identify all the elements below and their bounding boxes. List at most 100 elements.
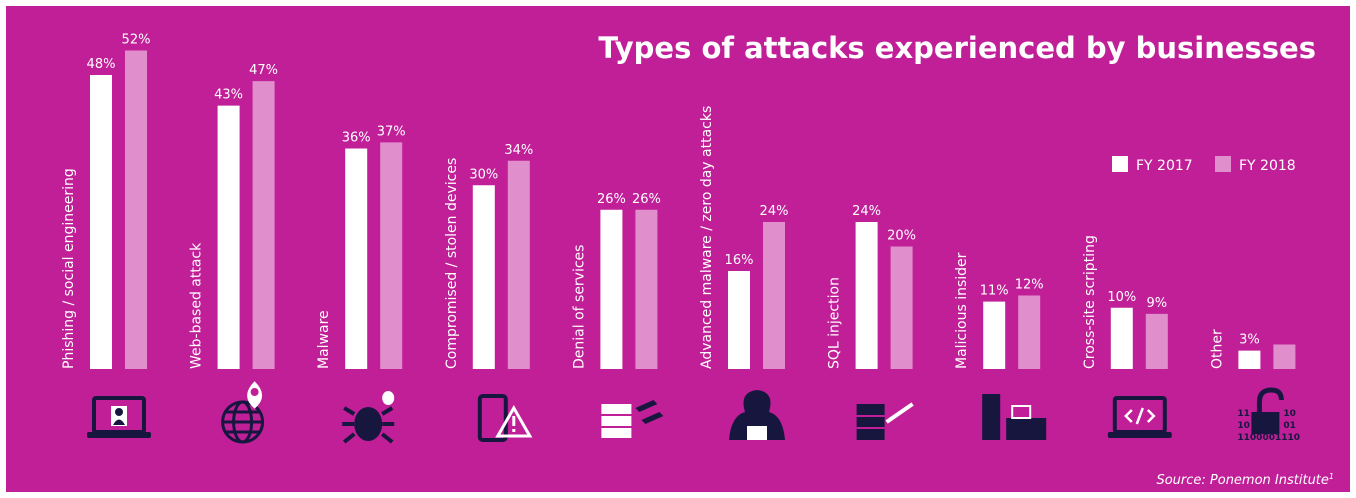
- icon-part: [729, 390, 785, 440]
- bar: [125, 50, 147, 369]
- icon: [342, 391, 395, 444]
- bar: [1145, 313, 1168, 369]
- category-label: Compromised / stolen devices: [444, 158, 460, 369]
- bar: [252, 81, 275, 369]
- value-label: 3%: [1239, 333, 1260, 348]
- icon-part: [1251, 412, 1280, 434]
- legend-swatch: [1215, 156, 1231, 172]
- bar: [1018, 295, 1041, 369]
- category-label: Phishing / social engineering: [61, 168, 77, 369]
- icon-part: [885, 402, 914, 424]
- icon-part: [1006, 418, 1047, 440]
- icon-text: 10: [1283, 409, 1296, 419]
- icon-part: [222, 410, 263, 434]
- category-label: Web-based attack: [189, 242, 205, 369]
- icon-part: [982, 394, 1001, 440]
- chart-title: Types of attacks experienced by business…: [598, 31, 1316, 65]
- icon: [729, 390, 785, 440]
- icon-part: [495, 404, 533, 438]
- category-label: Malware: [316, 310, 332, 369]
- icon: [856, 402, 914, 440]
- icon: 11 10 10 01 1100001110: [1237, 387, 1300, 443]
- value-label: 24%: [852, 204, 881, 219]
- bar: [472, 185, 495, 369]
- bar: [90, 75, 112, 369]
- category-label: SQL injection: [827, 277, 843, 369]
- icon-part: [115, 408, 123, 416]
- value-label: 12%: [1015, 278, 1044, 293]
- value-label: 37%: [377, 124, 406, 139]
- icon-part: [87, 432, 151, 438]
- bar: [855, 222, 878, 369]
- icon-part: [250, 388, 259, 396]
- icon-part: [1124, 407, 1156, 425]
- icon-text: 1100001110: [1237, 433, 1300, 443]
- bar: [763, 222, 785, 369]
- value-label: 20%: [887, 229, 916, 244]
- bar: [1110, 307, 1133, 369]
- value-label: 47%: [249, 63, 278, 78]
- source-text: Source: Ponemon Institute: [1156, 473, 1328, 488]
- value-label: 26%: [632, 192, 661, 207]
- icon-text: 10: [1237, 421, 1250, 431]
- value-label: 24%: [760, 204, 789, 219]
- category-label: Cross-site scripting: [1082, 235, 1098, 369]
- value-label: 52%: [122, 33, 151, 48]
- bar: [380, 142, 403, 369]
- icon: [87, 396, 151, 438]
- bar: [507, 160, 530, 369]
- value-label: 11%: [980, 284, 1009, 299]
- legend-label: FY 2018: [1239, 158, 1296, 174]
- bar: [600, 209, 623, 369]
- icon-part: [635, 400, 664, 424]
- bar: [635, 209, 658, 369]
- icon-part: [601, 416, 632, 426]
- icon-part: [354, 407, 383, 441]
- icon: [982, 394, 1047, 440]
- icon: [477, 394, 533, 442]
- bar: [217, 105, 240, 369]
- value-label: 36%: [342, 131, 371, 146]
- value-label: 43%: [214, 88, 243, 103]
- value-label: 16%: [725, 253, 754, 268]
- value-label: 26%: [597, 192, 626, 207]
- source-note: 1: [1329, 472, 1334, 481]
- value-label: 9%: [1146, 296, 1167, 311]
- value-label: 48%: [87, 57, 116, 72]
- category-label: Advanced malware / zero day attacks: [699, 106, 715, 369]
- bar: [983, 301, 1006, 369]
- category-label: Denial of services: [571, 245, 587, 369]
- source: Source: Ponemon Institute1: [1156, 472, 1334, 488]
- icon: [601, 400, 664, 438]
- icon-part: [342, 406, 395, 444]
- icon-part: [1107, 432, 1172, 438]
- bar: [1238, 350, 1261, 369]
- background: [6, 6, 1350, 492]
- bar: [345, 148, 368, 369]
- icon-part: [113, 419, 125, 425]
- legend-label: FY 2017: [1136, 158, 1193, 174]
- value-label: 10%: [1107, 290, 1136, 305]
- value-label: 34%: [504, 143, 533, 158]
- bar: [728, 271, 750, 369]
- bar: [1273, 344, 1296, 369]
- icon-part: [1256, 387, 1284, 412]
- value-label: 30%: [469, 167, 498, 182]
- legend-swatch: [1112, 156, 1128, 172]
- icon: [1107, 396, 1172, 438]
- icon-part: [1011, 405, 1032, 419]
- icon: [221, 381, 265, 444]
- bar: [890, 246, 913, 369]
- icon-part: [856, 404, 885, 440]
- icon-part: [747, 426, 767, 440]
- icon-part: [382, 391, 395, 405]
- icon-text: 01: [1283, 421, 1296, 431]
- icon-part: [601, 428, 632, 438]
- icon-part: [856, 415, 885, 429]
- icon-text: 11: [1237, 409, 1250, 419]
- category-label: Other: [1209, 329, 1225, 369]
- icon-part: [477, 394, 508, 442]
- icon-part: [601, 404, 632, 414]
- category-label: Malicious insider: [954, 252, 970, 369]
